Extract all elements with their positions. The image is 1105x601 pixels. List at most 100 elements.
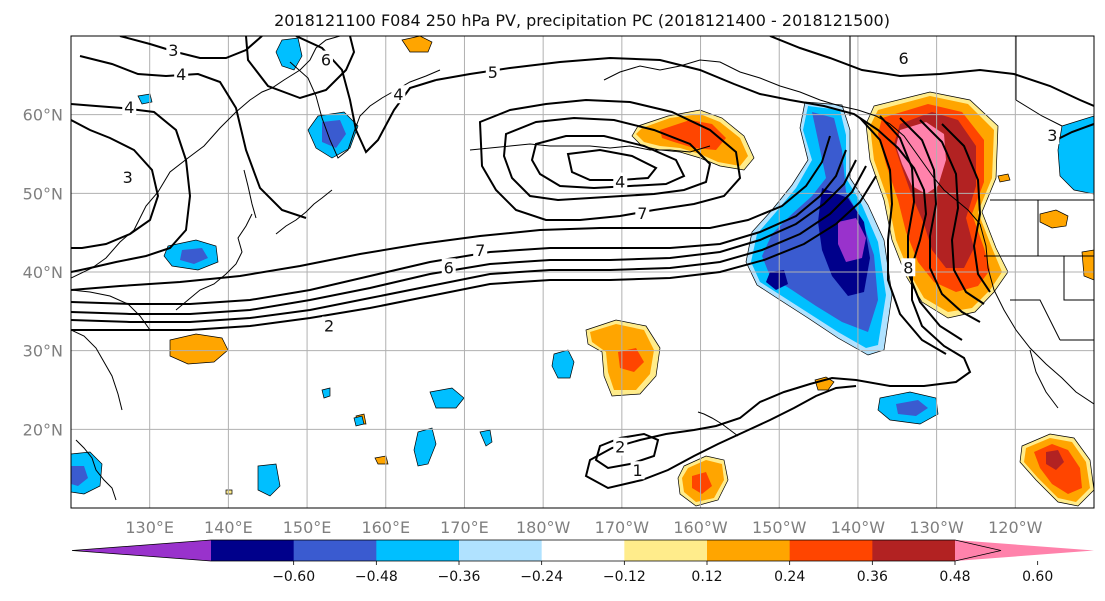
pv-contour-line [478, 98, 742, 221]
precip-positive-region [1046, 450, 1064, 470]
precip-negative-region [180, 248, 208, 264]
coastline [979, 223, 1094, 405]
precip-negative-region [257, 463, 281, 497]
lon-tick-label: 160°W [673, 518, 728, 537]
precip-negative-region [71, 466, 88, 486]
pv-contour-layer [71, 36, 1094, 490]
pv-contour-line [769, 36, 1094, 107]
colorbar-labels: −0.60 −0.48 −0.36 −0.24 −0.12 0.12 0.24 0.36 0.4… [272, 561, 1053, 585]
colorbar-tick-label: 0.60 [1022, 569, 1053, 585]
coastline [71, 329, 123, 411]
contour-label: 4 [615, 173, 625, 192]
colorbar-segment [211, 540, 295, 561]
contour-label: 5 [488, 63, 498, 82]
precip-positive-region [225, 489, 233, 495]
pv-contour-line [566, 148, 658, 181]
pv-contour-line [919, 119, 985, 305]
lon-tick-label: 170°W [595, 518, 650, 537]
contour-label: 3 [1047, 126, 1057, 145]
lon-tick-label: 150°W [752, 518, 807, 537]
precip-positive-region [814, 376, 835, 391]
colorbar-tick-label: −0.24 [520, 569, 563, 585]
contour-label: 7 [475, 241, 485, 260]
contour-label-background [174, 64, 189, 83]
colorbar-extend-high [955, 540, 1094, 561]
map-frame [70, 35, 1095, 509]
pv-contour-line [79, 55, 307, 219]
colorbar-extend-low [72, 540, 211, 561]
pv-contour-line [879, 115, 963, 341]
contour-label: 4 [124, 98, 134, 117]
pv-contour-line [435, 56, 972, 490]
lon-tick-label: 130°W [909, 518, 964, 537]
precip-positive-region [1039, 209, 1069, 229]
contour-label-background [613, 437, 628, 456]
precip-positive-region [692, 472, 712, 494]
colorbar-segments [71, 539, 1094, 562]
coastline [243, 169, 257, 219]
pv-contour-line [71, 175, 877, 331]
coastline [697, 411, 739, 437]
colorbar-tick-label: −0.48 [355, 569, 398, 585]
lon-tick-label: 150°E [283, 518, 332, 537]
contour-label: 8 [903, 258, 913, 277]
colorbar-tick-label: 0.48 [939, 569, 970, 585]
colorbar-segment [376, 540, 460, 561]
colorbar-segment [541, 540, 625, 561]
pv-contour-line [502, 116, 712, 202]
coastline [275, 189, 333, 235]
precip-positive-region [1081, 249, 1094, 281]
pv-contour-line [594, 432, 660, 470]
contour-label: 3 [123, 168, 133, 187]
pv-contour-line [941, 123, 991, 293]
lon-tick-label: 140°W [831, 518, 886, 537]
lon-tick-label: 180°W [516, 518, 571, 537]
colorbar-segment [789, 540, 873, 561]
pv-contour-line [859, 117, 947, 355]
figure-title: 2018121100 F084 250 hPa PV, precipitatio… [274, 11, 890, 30]
coastline-layer [71, 36, 1094, 501]
contour-label-background [441, 258, 456, 277]
precip-positive-region [374, 455, 389, 465]
precip-positive-region [401, 36, 433, 53]
colorbar-segment [872, 540, 956, 561]
pv-contour-line [71, 149, 847, 305]
lat-tick-label: 60°N [23, 106, 63, 125]
precip-negative-region [353, 415, 365, 427]
coastline [603, 59, 981, 225]
contour-label: 6 [321, 51, 331, 70]
contour-label-background [318, 50, 333, 69]
contour-label-background [896, 49, 911, 68]
pv-contour-line [71, 135, 831, 291]
pv-contour-line [71, 119, 160, 249]
contour-label-background [630, 461, 645, 480]
contour-label: 7 [637, 204, 647, 223]
border-line [849, 36, 1094, 201]
coastline [289, 61, 441, 159]
contour-label: 3 [168, 41, 178, 60]
lon-tick-label: 140°E [204, 518, 253, 537]
contour-label-background [635, 204, 650, 222]
contour-label: 2 [615, 438, 625, 457]
colorbar-tick-label: 0.36 [857, 569, 888, 585]
colorbar-segment [459, 540, 543, 561]
precip-negative-region [479, 429, 493, 447]
contour-label: 6 [898, 49, 908, 68]
precip-negative-region [322, 120, 346, 148]
lat-tick-label: 40°N [23, 263, 63, 282]
pv-contour-line [71, 103, 192, 273]
colorbar-segment [624, 540, 708, 561]
colorbar-segment [293, 540, 377, 561]
precip-positive-region [169, 333, 229, 365]
coastline [75, 439, 117, 501]
precip-negative-region [137, 93, 153, 105]
precip-positive-region [997, 173, 1011, 183]
precip-negative-region [413, 427, 437, 467]
lon-tick-label: 130°E [125, 518, 174, 537]
colorbar-tick-label: −0.60 [272, 569, 315, 585]
lat-tick-label: 30°N [23, 342, 63, 361]
contour-label: 4 [176, 65, 186, 84]
contour-label: 4 [393, 85, 403, 104]
